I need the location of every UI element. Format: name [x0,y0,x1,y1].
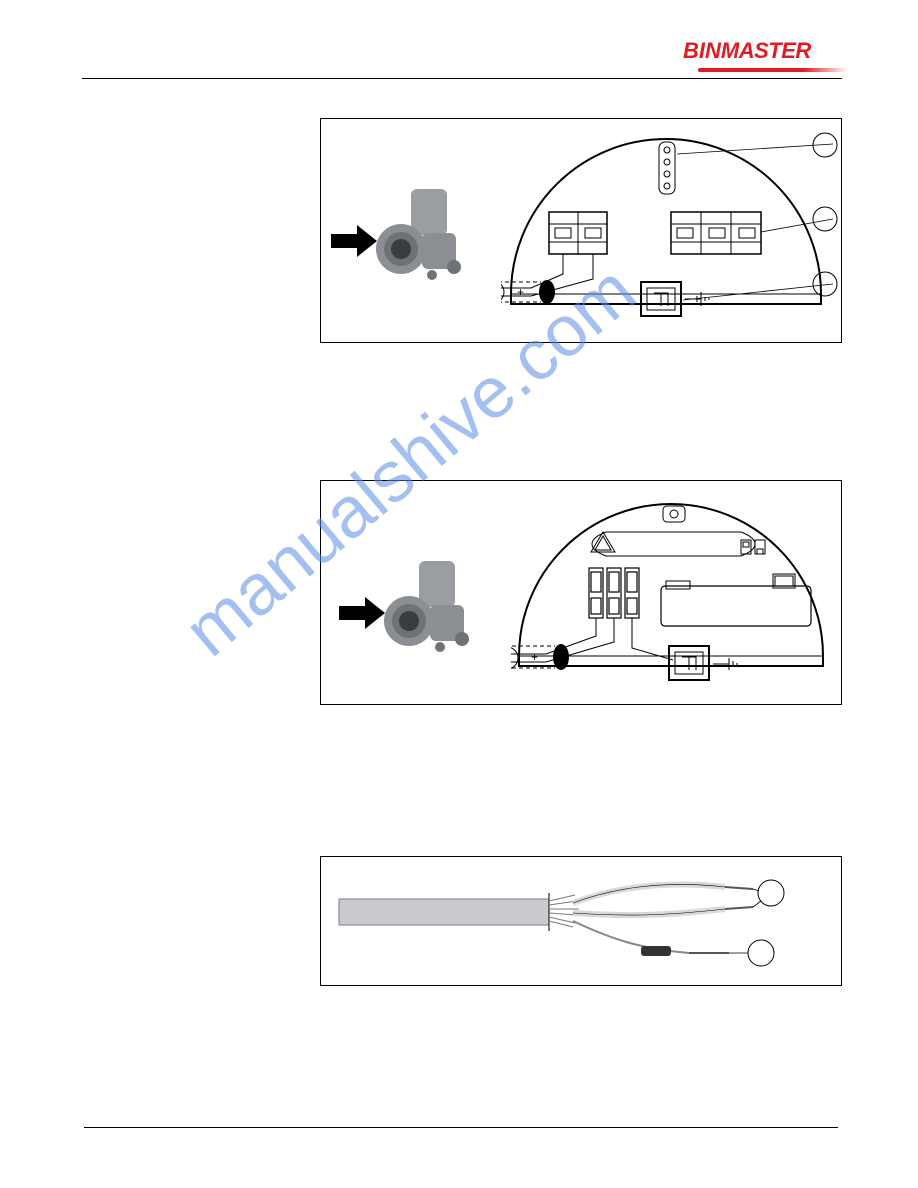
svg-text:+: + [531,650,538,664]
device-housing-schematic-1: + [501,124,836,339]
header-rule [82,78,842,79]
svg-text:+: + [517,285,524,299]
brand-logo: BINMASTER [683,38,843,68]
figure-1-frame: + [320,118,842,343]
logo-text-bin: BIN [683,38,721,63]
elbow-connector-photo-1 [331,189,481,309]
cable-stripback-diagram [321,857,843,987]
figure-3-frame [320,856,842,986]
logo-text-master: MASTER [721,38,811,63]
figure-1-callouts [811,119,843,344]
elbow-connector-photo-2 [339,561,489,681]
footer-rule [84,1127,838,1128]
device-housing-schematic-2: + [511,486,831,701]
logo-swoosh [698,68,848,72]
figure-2-frame: + [320,480,842,705]
